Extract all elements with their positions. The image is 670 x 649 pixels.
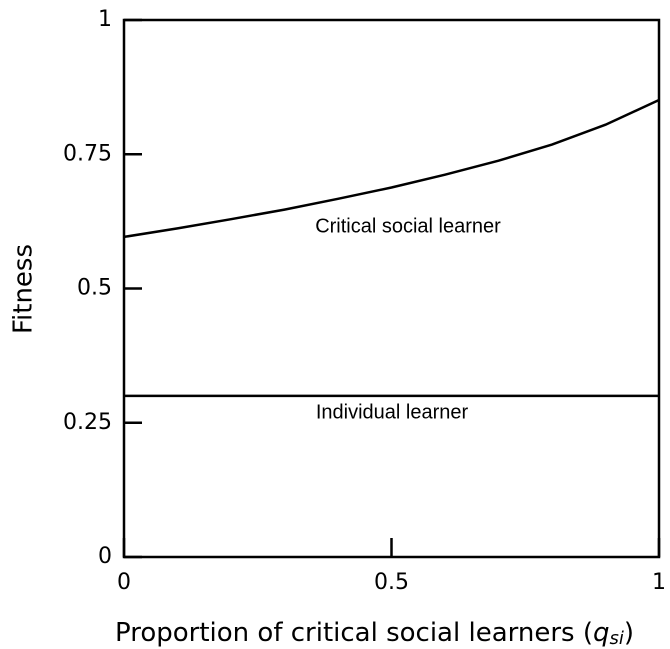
x-label-subscript: si (610, 628, 624, 649)
plot-frame (122, 18, 661, 559)
y-tick-label: 0.5 (77, 276, 112, 301)
series-label: Critical social learner (315, 215, 501, 237)
x-tick-label: 1 (652, 570, 666, 595)
x-axis-label: Proportion of critical social learners (… (115, 618, 634, 649)
x-label-symbol: q (593, 618, 610, 648)
y-axis-label: Fitness (9, 244, 39, 334)
series-label: Individual learner (316, 401, 469, 423)
y-tick-label: 0.75 (63, 141, 112, 166)
x-tick-label: 0.5 (374, 570, 409, 595)
y-tick-label: 1 (98, 7, 112, 32)
x-tick-label: 0 (117, 570, 131, 595)
x-label-text: Proportion of critical social learners ( (115, 618, 593, 648)
x-label-text: ) (624, 618, 634, 648)
y-tick-label: 0.25 (63, 410, 112, 435)
series-line (123, 98, 660, 239)
y-tick-label: 0 (98, 544, 112, 569)
